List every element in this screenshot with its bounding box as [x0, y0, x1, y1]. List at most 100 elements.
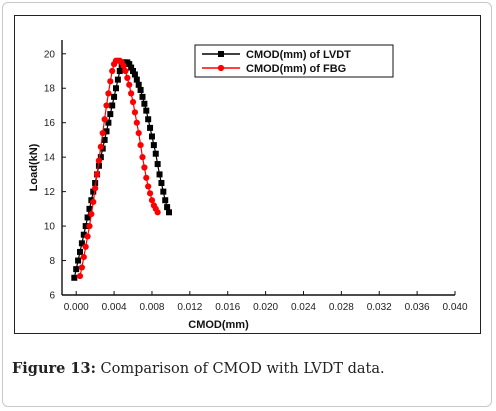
- data-point: [133, 119, 140, 126]
- data-point: [109, 102, 116, 109]
- data-point: [71, 274, 78, 281]
- data-point: [82, 223, 89, 230]
- legend-label: CMOD(mm) of LVDT: [246, 49, 351, 61]
- data-point: [143, 107, 150, 114]
- y-tick-label: 16: [44, 118, 56, 129]
- data-point: [73, 266, 80, 273]
- data-point: [84, 233, 91, 240]
- data-point: [160, 188, 167, 195]
- data-point: [122, 67, 129, 75]
- data-point: [86, 222, 93, 230]
- data-point: [133, 76, 140, 83]
- data-point: [114, 76, 121, 83]
- x-tick-label: 0.020: [253, 302, 278, 313]
- data-point: [130, 68, 137, 75]
- series-line: [73, 61, 170, 278]
- data-point: [146, 190, 154, 197]
- y-tick-label: 20: [44, 49, 56, 60]
- data-point: [126, 81, 133, 88]
- y-axis-label: Load(kN): [28, 143, 40, 191]
- data-point: [148, 133, 155, 140]
- data-point: [97, 154, 104, 161]
- data-point: [101, 116, 108, 123]
- x-tick-label: 0.028: [329, 302, 354, 313]
- data-point: [152, 150, 159, 157]
- data-point: [75, 257, 82, 264]
- caption-text: Comparison of CMOD with LVDT data.: [95, 361, 385, 377]
- data-point: [84, 214, 91, 221]
- data-point: [150, 142, 157, 149]
- data-point: [145, 116, 152, 123]
- data-point: [78, 264, 85, 271]
- data-point: [128, 90, 135, 97]
- data-point: [141, 100, 148, 107]
- x-tick-label: 0.008: [139, 302, 164, 313]
- data-point: [143, 174, 150, 181]
- y-tick-label: 8: [49, 256, 55, 267]
- data-point: [139, 93, 146, 100]
- legend-box: [194, 44, 394, 78]
- data-point: [99, 129, 106, 137]
- data-point: [97, 143, 104, 150]
- data-point: [103, 128, 110, 135]
- data-point: [131, 109, 139, 116]
- data-point: [109, 67, 116, 75]
- data-point: [148, 197, 156, 204]
- data-point: [124, 74, 131, 82]
- legend-label: CMOD(mm) of FBG: [246, 63, 346, 75]
- series-0: [71, 59, 173, 281]
- legend-marker: [217, 64, 225, 72]
- legend-marker: [218, 51, 224, 57]
- x-axis-label: CMOD(mm): [188, 319, 249, 331]
- data-point: [164, 204, 171, 211]
- data-point: [131, 71, 138, 78]
- data-point: [141, 164, 148, 171]
- data-point: [135, 81, 142, 88]
- x-tick-label: 0.032: [367, 302, 392, 313]
- data-point: [129, 98, 137, 106]
- data-point: [95, 162, 102, 169]
- data-point: [86, 205, 93, 212]
- data-point: [103, 102, 110, 109]
- data-point: [120, 62, 127, 69]
- data-point: [92, 185, 99, 192]
- data-point: [145, 183, 152, 190]
- data-point: [76, 272, 84, 280]
- y-tick-label: 6: [49, 291, 55, 302]
- figure-caption: Figure 13: Comparison of CMOD with LVDT …: [12, 360, 385, 377]
- x-tick-label: 0.040: [442, 302, 467, 313]
- data-point: [107, 78, 114, 85]
- x-tick-label: 0.012: [177, 302, 202, 313]
- data-point: [92, 180, 99, 187]
- data-point: [137, 86, 144, 93]
- caption-figure-label: Figure 13:: [12, 360, 96, 377]
- data-point: [105, 119, 112, 126]
- x-tick-label: 0.016: [215, 302, 240, 313]
- data-point: [154, 209, 161, 216]
- data-point: [162, 197, 169, 204]
- data-point: [135, 129, 142, 137]
- data-point: [80, 231, 87, 238]
- data-point: [128, 64, 135, 71]
- data-point: [116, 68, 123, 75]
- chart-svg: 0.000 0.004 0.008 0.012 0.016 0.020 0.024 0.028…: [28, 40, 468, 331]
- data-point: [166, 209, 173, 216]
- data-point: [147, 124, 154, 131]
- x-tick-label: 0.024: [291, 302, 316, 313]
- y-tick-label: 18: [44, 84, 56, 95]
- data-point: [82, 243, 89, 250]
- data-point: [76, 248, 83, 255]
- x-tick-label: 0.004: [102, 302, 127, 313]
- data-point: [80, 253, 87, 261]
- data-point: [112, 85, 119, 92]
- data-point: [158, 180, 165, 187]
- data-point: [154, 161, 161, 168]
- data-point: [139, 154, 146, 161]
- data-point: [101, 136, 108, 143]
- axes: 0.000 0.004 0.008 0.012 0.016 0.020 0.024 0.028…: [28, 40, 468, 331]
- y-tick-label: 14: [44, 153, 56, 164]
- data-point: [95, 157, 103, 164]
- data-point: [137, 142, 144, 149]
- data-point: [78, 240, 85, 247]
- legend: CMOD(mm) of LVDT CMOD(mm) of FBG: [194, 44, 394, 78]
